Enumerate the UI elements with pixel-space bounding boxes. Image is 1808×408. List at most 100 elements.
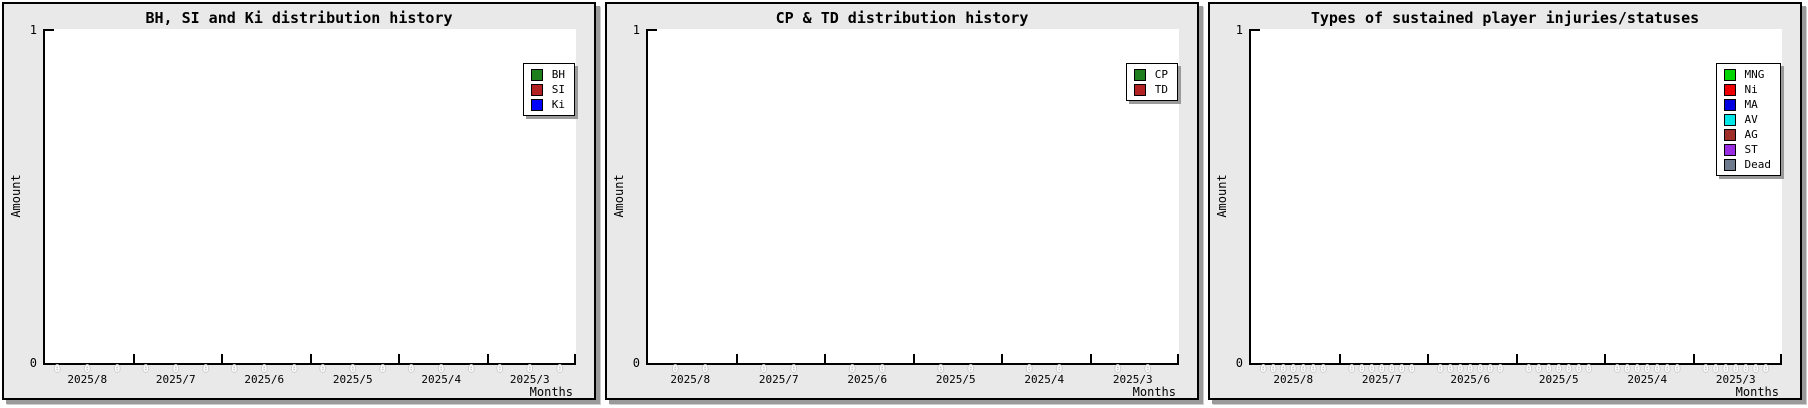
y-tick-label-max: 1 bbox=[1235, 23, 1243, 37]
chart-title: BH, SI and Ki distribution history bbox=[145, 9, 453, 27]
legend-label: AV bbox=[1744, 113, 1758, 126]
data-value-label: 0 bbox=[1762, 364, 1769, 375]
x-axis-tick bbox=[1338, 354, 1341, 363]
legend-item-mng: MNG bbox=[1723, 68, 1772, 81]
x-tick-label: 2025/8 bbox=[1273, 373, 1314, 386]
data-value-label: 0 bbox=[349, 364, 356, 375]
legend-label: Ki bbox=[551, 98, 565, 111]
data-value-label: 0 bbox=[1575, 364, 1582, 375]
x-axis-tick bbox=[824, 354, 826, 363]
y-tick-label-max: 1 bbox=[632, 23, 640, 37]
legend-swatch-icon bbox=[1723, 113, 1736, 126]
data-value-label: 0 bbox=[468, 364, 475, 375]
x-tick-label: 2025/7 bbox=[758, 373, 799, 386]
data-value-label: 0 bbox=[1408, 364, 1415, 375]
x-tick-label: 2025/6 bbox=[847, 373, 888, 386]
data-value-label: 0 bbox=[1565, 364, 1572, 375]
legend: BH SI Ki bbox=[522, 63, 575, 116]
legend-label: BH bbox=[551, 68, 565, 81]
data-value-label: 0 bbox=[1300, 364, 1307, 375]
legend-swatch-icon bbox=[1133, 83, 1146, 96]
x-tick-label: 2025/8 bbox=[670, 373, 711, 386]
x-axis-title: Months bbox=[529, 385, 573, 399]
data-value-label: 0 bbox=[408, 364, 415, 375]
y-tick-label-min: 0 bbox=[29, 356, 37, 370]
data-value-label: 0 bbox=[1664, 364, 1671, 375]
legend-item-td: TD bbox=[1133, 83, 1168, 96]
data-value-label: 0 bbox=[967, 364, 974, 375]
x-tick-label: 2025/8 bbox=[67, 373, 108, 386]
data-value-label: 0 bbox=[1487, 364, 1494, 375]
data-value-label: 0 bbox=[1368, 364, 1375, 375]
x-tick-label: 2025/4 bbox=[1627, 373, 1668, 386]
x-axis-tick bbox=[735, 354, 738, 363]
legend-label: CP bbox=[1154, 68, 1168, 81]
legend-swatch-icon bbox=[1133, 68, 1146, 81]
legend-item-si: SI bbox=[530, 83, 565, 96]
legend-item-ki: Ki bbox=[530, 98, 565, 111]
chart-panel-bh-si-ki: BH, SI and Ki distribution history 1 0 A… bbox=[2, 2, 596, 400]
data-value-label: 0 bbox=[438, 364, 445, 375]
x-axis-tick bbox=[398, 354, 400, 363]
data-value-label: 0 bbox=[1497, 364, 1504, 375]
x-axis-tick bbox=[1427, 354, 1429, 363]
data-value-label: 0 bbox=[1535, 364, 1542, 375]
data-value-label: 0 bbox=[790, 364, 797, 375]
legend-label: MNG bbox=[1744, 68, 1765, 81]
data-value-label: 0 bbox=[1644, 364, 1651, 375]
data-value-label: 0 bbox=[1398, 364, 1405, 375]
data-value-label: 0 bbox=[1280, 364, 1287, 375]
legend-item-bh: BH bbox=[530, 68, 565, 81]
data-value-label: 0 bbox=[937, 364, 944, 375]
data-value-label: 0 bbox=[1722, 364, 1729, 375]
data-value-label: 0 bbox=[319, 364, 326, 375]
data-value-label: 0 bbox=[1674, 364, 1681, 375]
data-value-label: 0 bbox=[142, 364, 149, 375]
y-axis-title: Amount bbox=[612, 174, 626, 218]
data-value-label: 0 bbox=[1114, 364, 1121, 375]
data-value-label: 0 bbox=[1358, 364, 1365, 375]
data-value-label: 0 bbox=[1624, 364, 1631, 375]
x-axis-title: Months bbox=[1132, 385, 1176, 399]
data-value-label: 0 bbox=[672, 364, 679, 375]
data-value-label: 0 bbox=[1477, 364, 1484, 375]
legend-item-cp: CP bbox=[1133, 68, 1168, 81]
data-value-label: 0 bbox=[1654, 364, 1661, 375]
legend-item-ag: AG bbox=[1723, 128, 1772, 141]
legend-swatch-icon bbox=[1723, 143, 1736, 156]
x-axis-tick bbox=[132, 354, 135, 363]
data-value-label: 0 bbox=[1525, 364, 1532, 375]
x-axis-tick bbox=[1001, 354, 1003, 363]
legend: CP TD bbox=[1125, 63, 1178, 101]
data-value-label: 0 bbox=[1457, 364, 1464, 375]
y-axis-title: Amount bbox=[9, 174, 23, 218]
data-value-label: 0 bbox=[849, 364, 856, 375]
x-tick-label: 2025/5 bbox=[1538, 373, 1579, 386]
data-value-label: 0 bbox=[202, 364, 209, 375]
legend-item-av: AV bbox=[1723, 113, 1772, 126]
data-value-label: 0 bbox=[172, 364, 179, 375]
legend-swatch-icon bbox=[1723, 83, 1736, 96]
x-tick-label: 2025/5 bbox=[935, 373, 976, 386]
x-axis-tick bbox=[486, 354, 489, 363]
data-value-label: 0 bbox=[54, 364, 61, 375]
plot-area: BH SI Ki bbox=[43, 29, 576, 365]
data-value-label: 0 bbox=[231, 364, 238, 375]
data-value-label: 0 bbox=[1702, 364, 1709, 375]
data-value-label: 0 bbox=[1467, 364, 1474, 375]
plot-area: CP TD bbox=[646, 29, 1179, 365]
data-value-label: 0 bbox=[1555, 364, 1562, 375]
data-value-label: 0 bbox=[1742, 364, 1749, 375]
data-value-label: 0 bbox=[496, 364, 503, 375]
chart-panel-cp-td: CP & TD distribution history 1 0 Amount … bbox=[605, 2, 1199, 400]
data-value-label: 0 bbox=[1144, 364, 1151, 375]
data-value-label: 0 bbox=[84, 364, 91, 375]
x-axis-tick bbox=[1089, 354, 1092, 363]
x-tick-label: 2025/4 bbox=[1024, 373, 1065, 386]
data-value-label: 0 bbox=[1634, 364, 1641, 375]
legend-label: AG bbox=[1744, 128, 1758, 141]
x-tick-label: 2025/3 bbox=[1112, 373, 1153, 386]
x-tick-label: 2025/3 bbox=[1715, 373, 1756, 386]
data-value-label: 0 bbox=[1290, 364, 1297, 375]
x-tick-label: 2025/6 bbox=[244, 373, 285, 386]
